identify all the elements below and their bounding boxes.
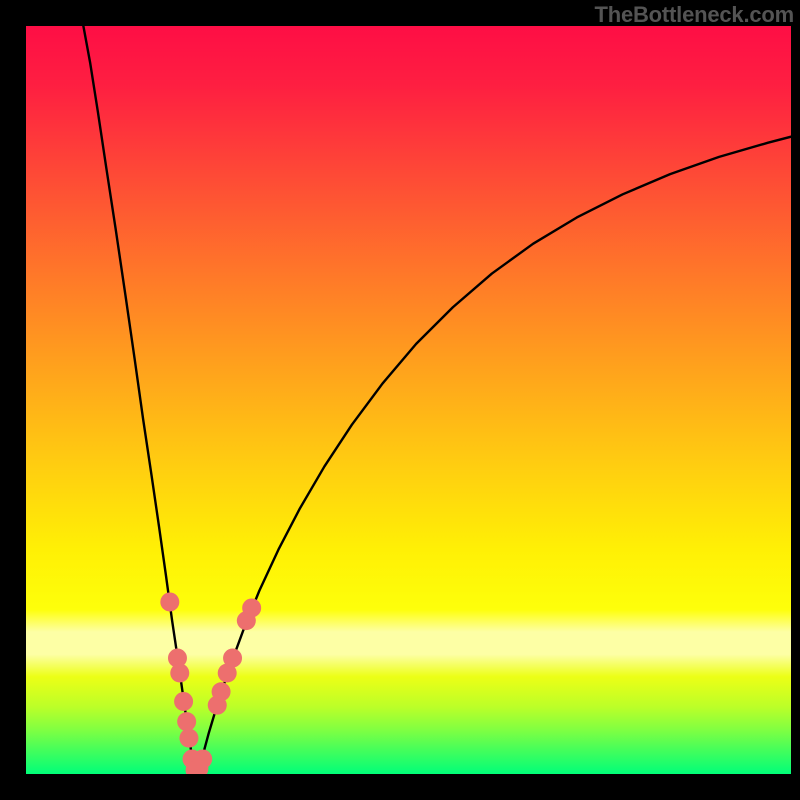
data-point-marker [179, 729, 198, 748]
data-point-marker [212, 682, 231, 701]
data-point-marker [242, 598, 261, 617]
chart-svg [26, 26, 791, 774]
plot-area [26, 26, 791, 774]
data-point-marker [170, 664, 189, 683]
watermark-text: TheBottleneck.com [594, 0, 800, 28]
chart-frame: TheBottleneck.com [0, 0, 800, 800]
data-point-marker [160, 592, 179, 611]
data-point-marker [223, 649, 242, 668]
data-point-marker [177, 712, 196, 731]
data-point-marker [174, 692, 193, 711]
data-point-marker [193, 750, 212, 769]
